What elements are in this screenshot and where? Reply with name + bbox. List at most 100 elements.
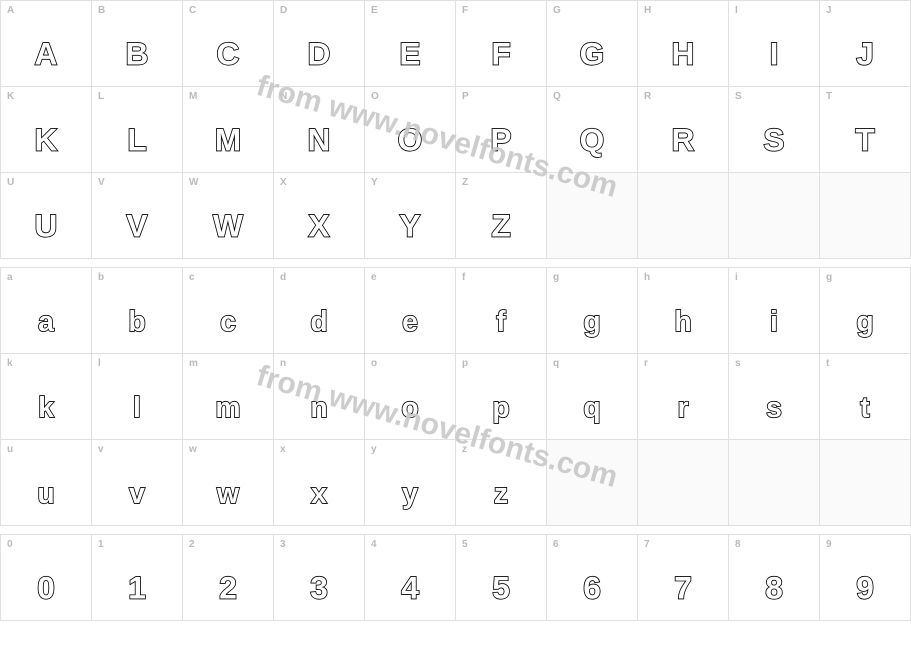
glyph-cell-label: V (92, 173, 182, 191)
glyph-cell-label: N (274, 87, 364, 105)
glyph-cell: tt (820, 354, 911, 440)
glyph-cell-glyph: 9 (820, 553, 910, 620)
glyph-cell: PP (456, 87, 547, 173)
glyph-cell-label: C (183, 1, 273, 19)
glyph-cell-label (547, 440, 637, 458)
glyph-cell: KK (1, 87, 92, 173)
glyph-cell-glyph: P (456, 105, 546, 172)
glyph-outline-text: 8 (765, 569, 783, 605)
glyph-cell: ii (729, 268, 820, 354)
glyph-svg: p (484, 386, 518, 426)
glyph-svg: D (302, 33, 336, 73)
glyph-svg: E (393, 33, 427, 73)
glyph-cell-label: v (92, 440, 182, 458)
glyph-cell: oo (365, 354, 456, 440)
glyph-cell-glyph: X (274, 191, 364, 258)
glyph-cell-glyph: R (638, 105, 728, 172)
glyph-cell-glyph (820, 191, 910, 258)
glyph-cell-glyph: 7 (638, 553, 728, 620)
glyph-cell: DD (274, 1, 365, 87)
glyph-cell-glyph: z (456, 458, 546, 525)
glyph-cell-glyph: x (274, 458, 364, 525)
glyph-svg: M (211, 119, 245, 159)
glyph-cell-label: W (183, 173, 273, 191)
glyph-cell-label: U (1, 173, 91, 191)
glyph-cell-label: f (456, 268, 546, 286)
glyph-cell-glyph: L (92, 105, 182, 172)
glyph-cell: QQ (547, 87, 638, 173)
glyph-svg: N (302, 119, 336, 159)
glyph-svg: z (484, 472, 518, 512)
glyph-cell-label: 5 (456, 535, 546, 553)
glyph-cell: 33 (274, 535, 365, 621)
glyph-cell: ww (183, 440, 274, 526)
font-character-map: AABBCCDDEEFFGGHHIIJJKKLLMMNNOOPPQQRRSSTT… (0, 0, 911, 621)
glyph-cell-label: b (92, 268, 182, 286)
glyph-cell-glyph (820, 458, 910, 525)
glyph-cell: HH (638, 1, 729, 87)
glyph-cell-glyph: y (365, 458, 455, 525)
glyph-cell-glyph: Q (547, 105, 637, 172)
glyph-cell-glyph: g (820, 286, 910, 353)
glyph-cell-glyph: C (183, 19, 273, 86)
glyph-cell-label: w (183, 440, 273, 458)
glyph-cell-label (729, 173, 819, 191)
glyph-outline-text: w (216, 477, 240, 509)
glyph-svg: 5 (484, 567, 518, 607)
glyph-outline-text: l (133, 391, 141, 423)
glyph-cell-label: P (456, 87, 546, 105)
glyph-cell-glyph (547, 458, 637, 525)
glyph-cell: OO (365, 87, 456, 173)
glyph-cell-glyph: 4 (365, 553, 455, 620)
glyph-outline-text: v (129, 477, 145, 509)
glyph-outline-text: N (308, 121, 331, 157)
glyph-outline-text: g (856, 305, 873, 337)
glyph-cell-glyph: O (365, 105, 455, 172)
glyph-svg: G (575, 33, 609, 73)
glyph-svg: X (302, 205, 336, 245)
glyph-cell-label: 8 (729, 535, 819, 553)
glyph-cell-glyph: w (183, 458, 273, 525)
glyph-grid-digits: 00112233445566778899 (0, 534, 911, 621)
glyph-cell: FF (456, 1, 547, 87)
glyph-outline-text: Y (399, 207, 420, 243)
glyph-cell: gg (547, 268, 638, 354)
glyph-svg: q (575, 386, 609, 426)
glyph-outline-text: E (399, 35, 420, 71)
glyph-cell-label: H (638, 1, 728, 19)
glyph-svg: w (211, 472, 245, 512)
glyph-cell-label: 0 (1, 535, 91, 553)
glyph-outline-text: b (128, 305, 145, 337)
glyph-cell-label: A (1, 1, 91, 19)
glyph-cell-label: M (183, 87, 273, 105)
glyph-svg: P (484, 119, 518, 159)
glyph-outline-text: p (492, 391, 509, 423)
glyph-cell-label: q (547, 354, 637, 372)
glyph-cell: WW (183, 173, 274, 259)
glyph-cell-label: 2 (183, 535, 273, 553)
glyph-cell: TT (820, 87, 911, 173)
glyph-cell: II (729, 1, 820, 87)
glyph-cell-glyph: A (1, 19, 91, 86)
glyph-outline-text: K (35, 121, 58, 157)
glyph-outline-text: A (35, 35, 58, 71)
glyph-cell-empty (547, 173, 638, 259)
glyph-cell-glyph: d (274, 286, 364, 353)
glyph-cell-glyph: 1 (92, 553, 182, 620)
glyph-cell: 88 (729, 535, 820, 621)
glyph-cell-glyph: f (456, 286, 546, 353)
glyph-outline-text: 3 (310, 569, 328, 605)
glyph-cell-empty (729, 440, 820, 526)
glyph-svg: n (302, 386, 336, 426)
glyph-cell-label: n (274, 354, 364, 372)
glyph-cell-label: E (365, 1, 455, 19)
glyph-svg: d (302, 300, 336, 340)
glyph-cell-glyph: D (274, 19, 364, 86)
glyph-cell: 00 (1, 535, 92, 621)
glyph-svg: h (666, 300, 700, 340)
glyph-outline-text: m (215, 391, 240, 423)
glyph-cell: yy (365, 440, 456, 526)
glyph-outline-text: o (401, 391, 418, 423)
glyph-svg: 8 (757, 567, 791, 607)
glyph-cell: AA (1, 1, 92, 87)
